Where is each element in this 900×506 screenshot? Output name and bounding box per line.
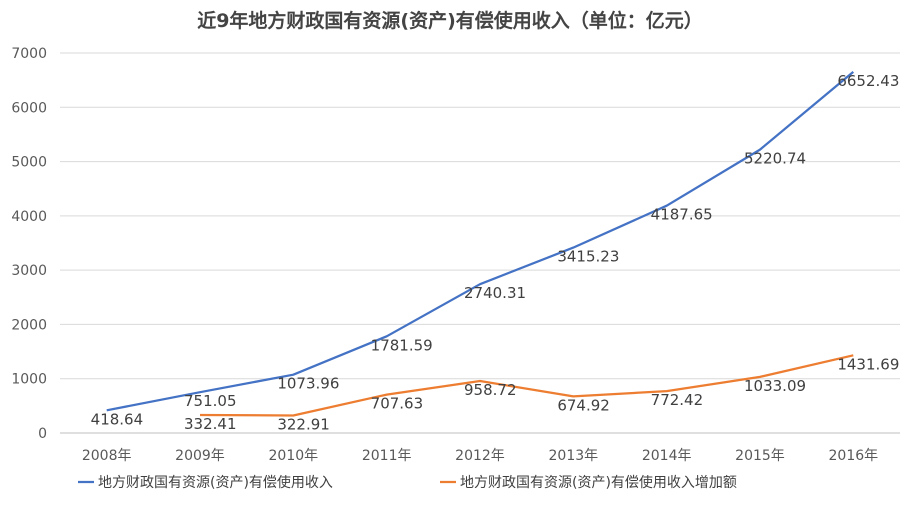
- series-line-2: [199, 354, 854, 417]
- data-label-series-1: 5220.74: [744, 150, 806, 168]
- y-tick-label: 2000: [11, 317, 47, 333]
- grid-lines: [60, 52, 900, 380]
- series-line-1: [106, 71, 855, 412]
- data-label-series-1: 751.05: [184, 392, 237, 410]
- y-tick-label: 5000: [11, 155, 47, 171]
- data-label-series-2: 1431.69: [837, 355, 899, 373]
- data-label-series-2: 332.41: [184, 415, 237, 433]
- y-tick-label: 3000: [11, 263, 47, 279]
- x-tick-label: 2011年: [362, 448, 412, 464]
- data-label-series-1: 1781.59: [371, 336, 433, 354]
- data-label-series-1: 418.64: [91, 410, 143, 428]
- y-tick-label: 6000: [11, 100, 47, 116]
- series-lines: [106, 71, 855, 417]
- y-tick-label: 7000: [11, 46, 47, 62]
- y-tick-label: 0: [38, 426, 47, 442]
- data-label-series-2: 674.92: [557, 396, 610, 414]
- data-labels: 418.64 751.05 1073.96 1781.59 2740.31 3415.23…: [91, 72, 900, 434]
- data-label-series-1: 2740.31: [464, 284, 526, 302]
- data-label-series-1: 3415.23: [557, 248, 619, 266]
- data-label-series-1: 4187.65: [651, 206, 713, 224]
- legend-label-2: 地方财政国有资源(资产)有偿使用收入增加额: [460, 474, 737, 491]
- chart-title: 近9年地方财政国有资源(资产)有偿使用收入（单位：亿元）: [197, 10, 703, 32]
- data-label-series-2: 772.42: [651, 391, 704, 409]
- data-label-series-1: 6652.43: [837, 72, 899, 90]
- data-label-series-2: 322.91: [277, 415, 330, 433]
- data-label-series-2: 707.63: [371, 395, 424, 413]
- x-tick-label: 2009年: [175, 448, 225, 464]
- x-tick-label: 2014年: [642, 448, 692, 464]
- y-tick-label: 1000: [11, 372, 47, 388]
- x-tick-label: 2012年: [455, 448, 505, 464]
- x-tick-label: 2016年: [829, 448, 879, 464]
- x-tick-label: 2008年: [82, 448, 132, 464]
- data-label-series-2: 958.72: [464, 381, 517, 399]
- legend: 地方财政国有资源(资产)有偿使用收入 地方财政国有资源(资产)有偿使用收入增加额: [78, 474, 737, 491]
- data-label-series-2: 1033.09: [744, 377, 806, 395]
- axes: 0 1000 2000 3000 4000 5000 6000 7000 2008年 2009年 2…: [11, 46, 900, 464]
- y-tick-label: 4000: [11, 209, 47, 225]
- x-tick-label: 2013年: [549, 448, 599, 464]
- legend-label-1: 地方财政国有资源(资产)有偿使用收入: [98, 474, 333, 491]
- data-label-series-1: 1073.96: [277, 375, 339, 393]
- x-tick-label: 2010年: [269, 448, 319, 464]
- x-tick-label: 2015年: [735, 448, 785, 464]
